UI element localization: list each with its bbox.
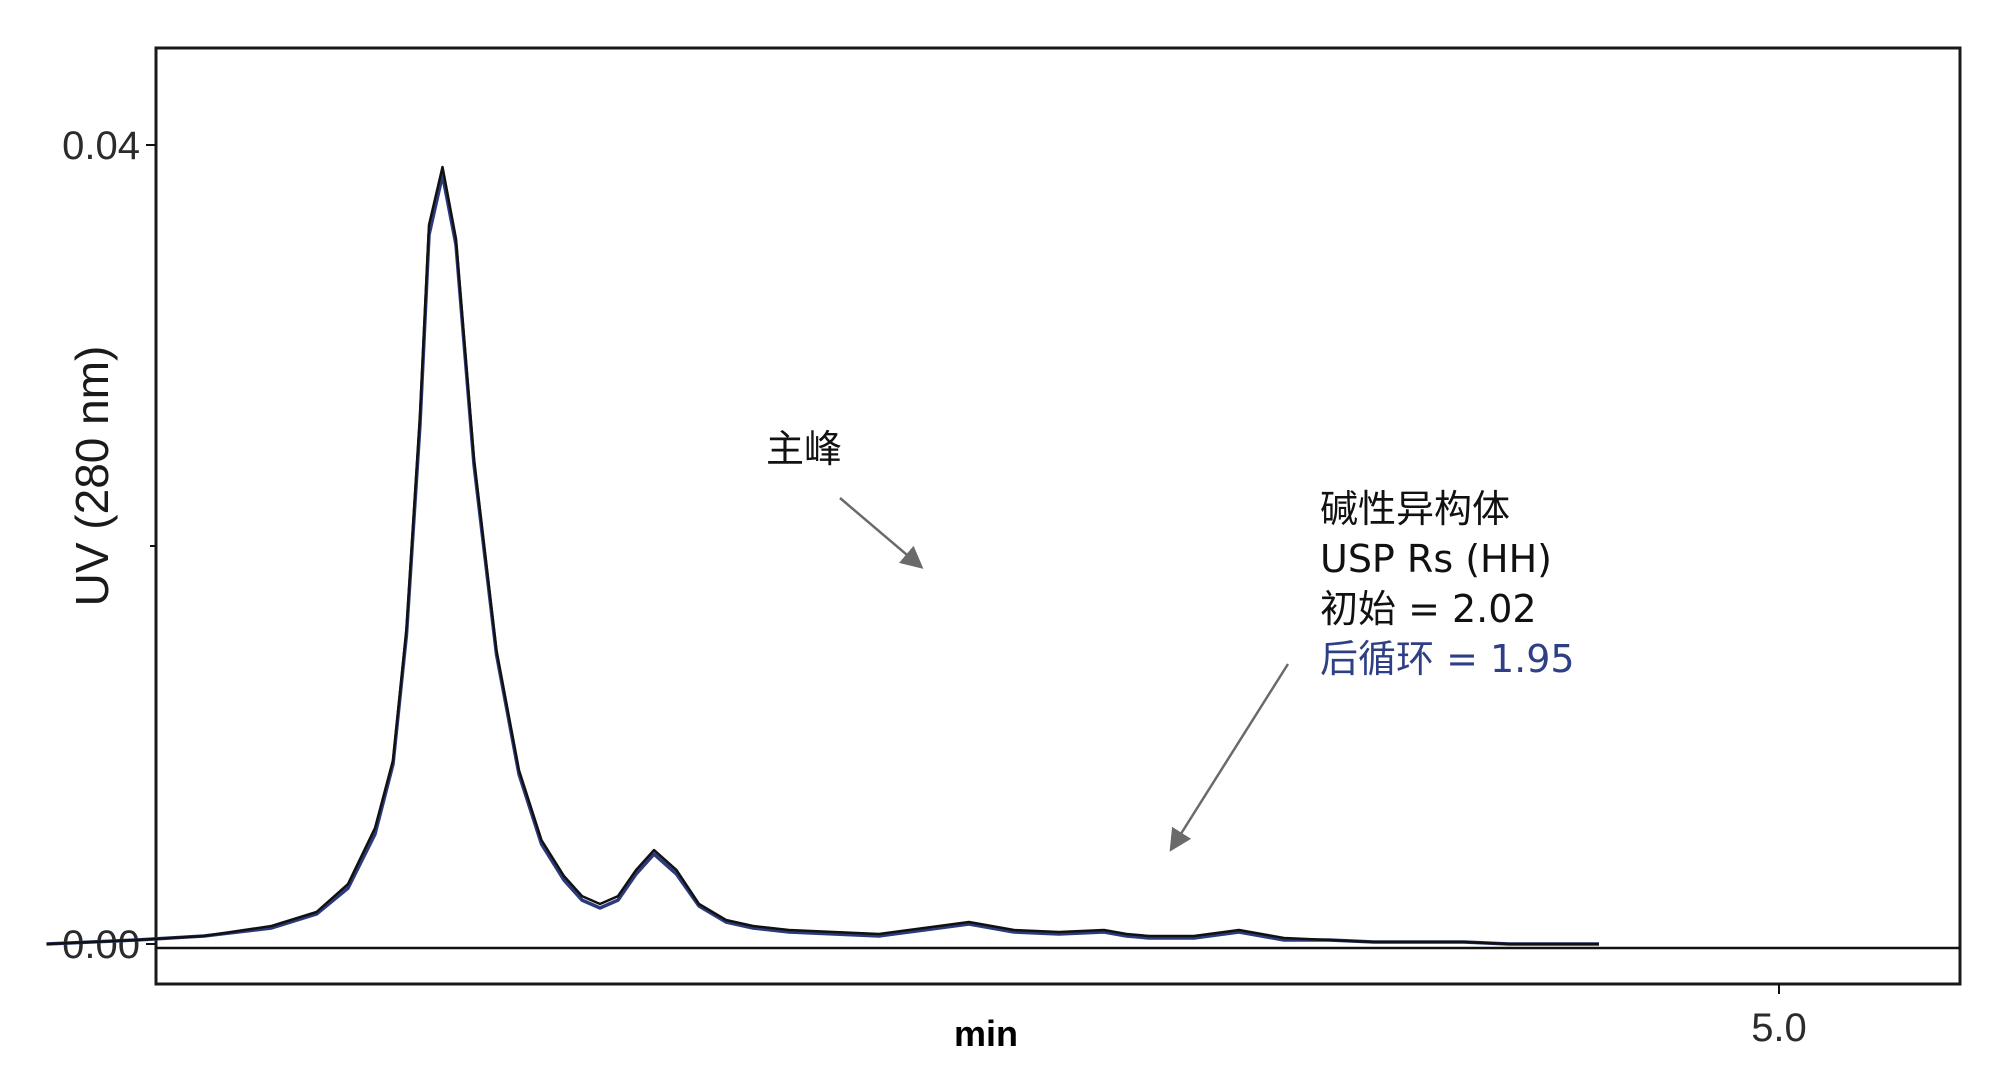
basic-isomer-arrow — [1169, 663, 1290, 852]
y-axis-title: UV (280 nm) — [66, 346, 118, 607]
usp-rs-label: USP Rs (HH) — [1320, 537, 1552, 581]
main-peak-arrow — [839, 497, 924, 569]
main-peak-label: 主峰 — [766, 427, 842, 471]
x-axis-title: min — [954, 1013, 1018, 1054]
post-cycle-rs-label: 后循环 = 1.95 — [1320, 637, 1575, 681]
y-tick-label-bottom: 0.00 — [62, 923, 140, 967]
x-tick-label-5.0: 5.0 — [1751, 1006, 1807, 1050]
initial-rs-label: 初始 = 2.02 — [1320, 587, 1537, 631]
series-line-1 — [46, 165, 1599, 946]
series-layer — [46, 165, 1599, 946]
basic-isomer-label: 碱性异构体 — [1320, 487, 1510, 531]
plot-frame — [154, 46, 1962, 986]
y-tick-label-top: 0.04 — [62, 124, 140, 168]
